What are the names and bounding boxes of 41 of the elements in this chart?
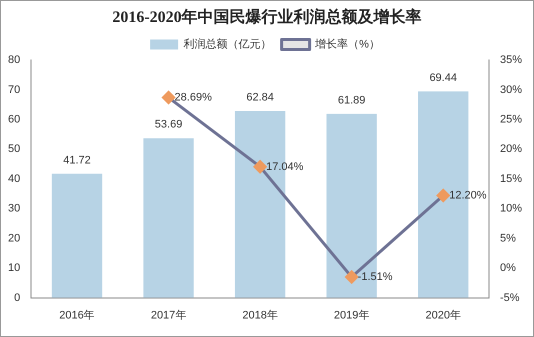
data-label: -1.51% (358, 271, 393, 284)
chart-title: 2016-2020年中国民爆行业利润总额及增长率 (111, 7, 423, 28)
x-tick-label: 2020年 (425, 309, 461, 322)
y-tick-label: 60 (8, 113, 20, 126)
y-tick-label: 40 (8, 172, 20, 185)
legend-label: 增长率（%） (314, 38, 380, 51)
point (345, 270, 358, 284)
x-tick-label: 2018年 (242, 309, 278, 322)
y-tick-label: 10 (8, 262, 20, 274)
y2-tick-label: 25% (500, 113, 522, 126)
data-label: 28.69% (174, 92, 212, 104)
data-label: 17.04% (266, 160, 304, 173)
bar (143, 138, 194, 298)
y2-tick-label: 30% (500, 84, 522, 96)
x-tick-label: 2019年 (334, 309, 370, 322)
legend-label: 利润总额（亿元） (184, 38, 272, 51)
data-label: 61.89 (338, 94, 366, 106)
y2-tick-label: 15% (500, 172, 522, 185)
point (436, 189, 450, 202)
data-label: 53.69 (154, 118, 182, 131)
y-tick-label: 0 (14, 292, 20, 304)
point (162, 91, 176, 104)
y2-tick-label: 5% (500, 232, 516, 244)
y-tick-label: 70 (8, 84, 20, 96)
y-tick-label: 30 (8, 202, 20, 215)
bar (52, 174, 102, 298)
x-tick-label: 2017年 (150, 309, 186, 322)
data-label: 12.20% (449, 190, 487, 202)
data-label: 41.72 (63, 154, 91, 166)
y2-tick-label: 35% (500, 54, 522, 66)
data-label: 62.84 (246, 92, 274, 104)
data-label: 69.44 (429, 72, 457, 84)
x-tick-label: 2016年 (59, 309, 95, 322)
y-tick-label: 80 (8, 54, 20, 66)
y2-tick-label: 10% (500, 202, 522, 215)
point (254, 160, 267, 174)
y2-tick-label: 20% (500, 143, 522, 156)
y-tick-label: 20 (8, 232, 20, 244)
y2-tick-label: 0% (500, 262, 516, 274)
y2-tick-label: -5% (500, 292, 520, 304)
y-tick-label: 50 (8, 143, 20, 156)
